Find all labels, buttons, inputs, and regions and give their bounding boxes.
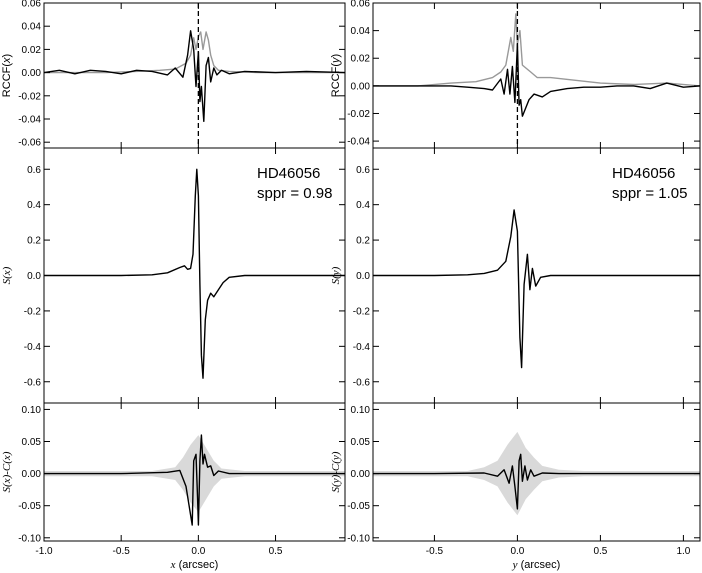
panel-left-middle-annotation-line-2: sppr = 0.98 <box>257 185 332 202</box>
panel-left-top-ytick-label: 0.00 <box>22 68 42 79</box>
panel-right-bottom-ytick-label: 0.10 <box>351 405 371 416</box>
panel-left-bottom-xtick-label: -0.5 <box>113 546 131 557</box>
panel-left-bottom-ytick-label: 0.00 <box>22 469 42 480</box>
panel-left-top-frame <box>43 2 346 149</box>
panel-right-bottom-xtick-label: 0.5 <box>593 546 607 557</box>
panel-right-middle-ytick-label: -0.6 <box>353 377 371 388</box>
panel-left-bottom-ytick-label: 0.10 <box>22 405 42 416</box>
panel-right-top-series-line-2 <box>373 43 701 117</box>
panel-left-bottom-ylabel: S(x)-C(x) <box>1 451 13 492</box>
panel-left-middle-ytick-label: 0.2 <box>27 236 41 247</box>
panel-left-top-ytick-label: -0.06 <box>18 138 41 149</box>
panel-left-bottom-ytick-label: -0.05 <box>18 501 41 512</box>
panel-right-top-ytick-label: -0.04 <box>347 137 370 148</box>
panel-right-middle-ytick-label: 0.6 <box>356 165 370 176</box>
panel-right-bottom-ylabel: S(y)-C(y) <box>330 451 342 492</box>
panel-right-bottom-xtick-label: 0.0 <box>510 546 524 557</box>
panel-left-bottom-xtick-label: -1.0 <box>35 546 53 557</box>
panel-left-middle-ytick-label: -0.2 <box>24 306 42 317</box>
panel-right-bottom-ytick-label: -0.05 <box>347 501 370 512</box>
panel-right-top-ytick-label: 0.00 <box>351 81 371 92</box>
panel-right-bottom-ytick-label: -0.10 <box>347 533 370 544</box>
panel-right-middle-annotation-line-1: HD46056 <box>612 165 675 182</box>
panel-left-bottom-xlabel: x (arcsec) <box>170 559 219 571</box>
panel-right-bottom-uncertainty-band <box>373 431 700 516</box>
panel-right-middle-ytick-label: -0.2 <box>353 306 371 317</box>
panel-right-bottom-ytick-label: 0.00 <box>351 469 371 480</box>
panel-left-top-ytick-label: -0.02 <box>18 91 41 102</box>
panel-right-middle-annotation-line-2: sppr = 1.05 <box>612 185 687 202</box>
panel-left-middle-series-line-1 <box>44 168 345 379</box>
panel-right-middle-ytick-label: -0.4 <box>353 342 371 353</box>
panel-right-middle-ytick-label: 0.4 <box>356 200 370 211</box>
panel-right-bottom-ytick-label: 0.05 <box>351 437 371 448</box>
panel-right-top-frame <box>372 2 701 149</box>
panel-right-middle-ytick-label: 0.2 <box>356 236 370 247</box>
panel-right-bottom-xtick-label: -0.5 <box>426 546 444 557</box>
panel-left-middle-ylabel: S(x) <box>1 266 13 284</box>
panel-right-middle-ylabel: S(y) <box>330 266 342 284</box>
panel-left-middle-ytick-label: 0.4 <box>27 200 41 211</box>
panel-left-bottom-xtick-label: 0.0 <box>191 546 205 557</box>
panel-right-middle-ytick-label: 0.0 <box>356 271 370 282</box>
panel-right-bottom-xlabel: y (arcsec) <box>512 559 561 571</box>
panel-left-middle-ytick-label: -0.6 <box>24 377 42 388</box>
panel-left-top-ytick-label: 0.04 <box>22 22 42 33</box>
panel-left-middle-ytick-label: 0.6 <box>27 165 41 176</box>
panel-right-top-ytick-label: 0.04 <box>351 26 371 37</box>
panel-left-middle-annotation-line-1: HD46056 <box>257 165 320 182</box>
panel-left-bottom-xtick-label: 0.5 <box>269 546 283 557</box>
panel-left-top-ylabel: RCCF(x) <box>1 54 13 97</box>
panel-left-top-ytick-label: 0.02 <box>22 45 42 56</box>
panel-right-top-ytick-label: 0.02 <box>351 54 371 65</box>
panel-right-middle-series-line-1 <box>373 209 700 369</box>
panel-right-top-ytick-label: -0.02 <box>347 109 370 120</box>
panel-right-bottom-xtick-label: 1.0 <box>676 546 690 557</box>
panel-right-bottom-series-line-1 <box>373 453 700 510</box>
panel-left-middle-ytick-label: 0.0 <box>27 271 41 282</box>
panel-left-middle-ytick-label: -0.4 <box>24 342 42 353</box>
panel-left-bottom-frame <box>43 402 346 542</box>
panel-right-bottom-frame <box>372 402 701 542</box>
panel-left-bottom-uncertainty-band <box>44 435 345 513</box>
panel-left-top-ytick-label: 0.06 <box>22 0 42 10</box>
panel-right-top-ytick-label: 0.06 <box>351 0 371 10</box>
panel-left-bottom-series-line-1 <box>44 434 345 526</box>
panel-left-top-series-line-2 <box>43 30 346 122</box>
panel-left-bottom-ytick-label: -0.10 <box>18 533 41 544</box>
panel-left-top-ytick-label: -0.04 <box>18 115 41 126</box>
panel-left-bottom-ytick-label: 0.05 <box>22 437 42 448</box>
panel-right-top-series-line-1 <box>373 13 701 87</box>
panel-right-top-ylabel: RCCF(y) <box>330 54 342 97</box>
